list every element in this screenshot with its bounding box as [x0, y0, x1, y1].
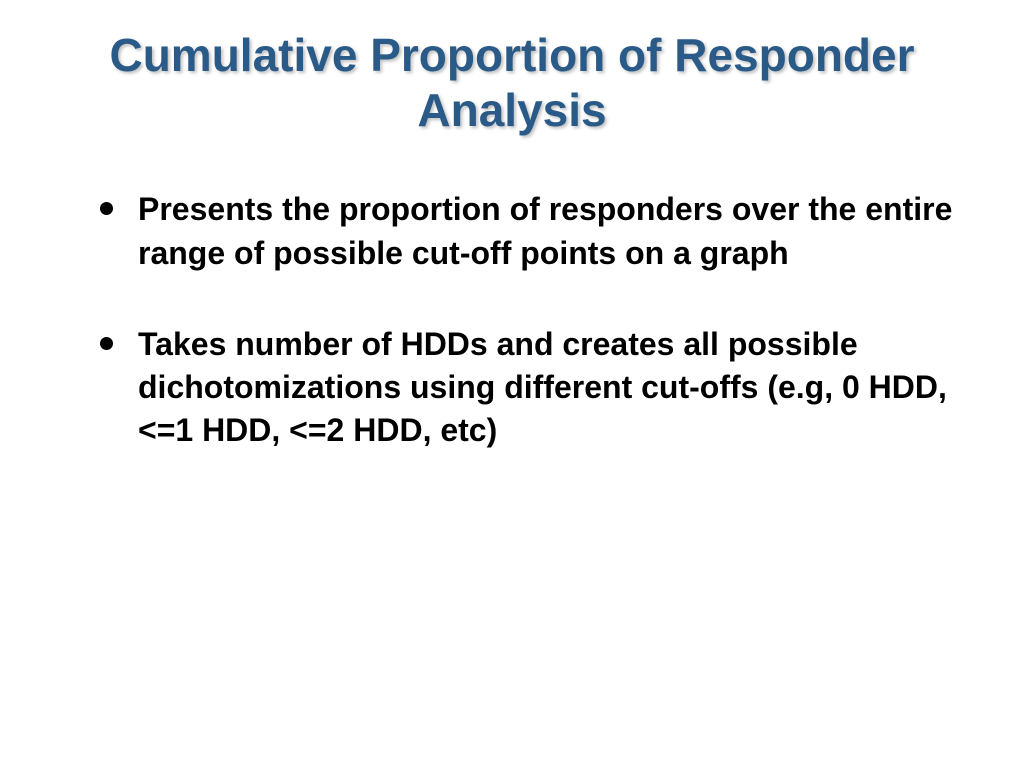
- slide-title: Cumulative Proportion of Responder Analy…: [60, 28, 964, 138]
- bullet-item: Presents the proportion of responders ov…: [100, 188, 964, 274]
- bullet-list: Presents the proportion of responders ov…: [60, 188, 964, 452]
- bullet-item: Takes number of HDDs and creates all pos…: [100, 323, 964, 453]
- slide-container: Cumulative Proportion of Responder Analy…: [0, 0, 1024, 768]
